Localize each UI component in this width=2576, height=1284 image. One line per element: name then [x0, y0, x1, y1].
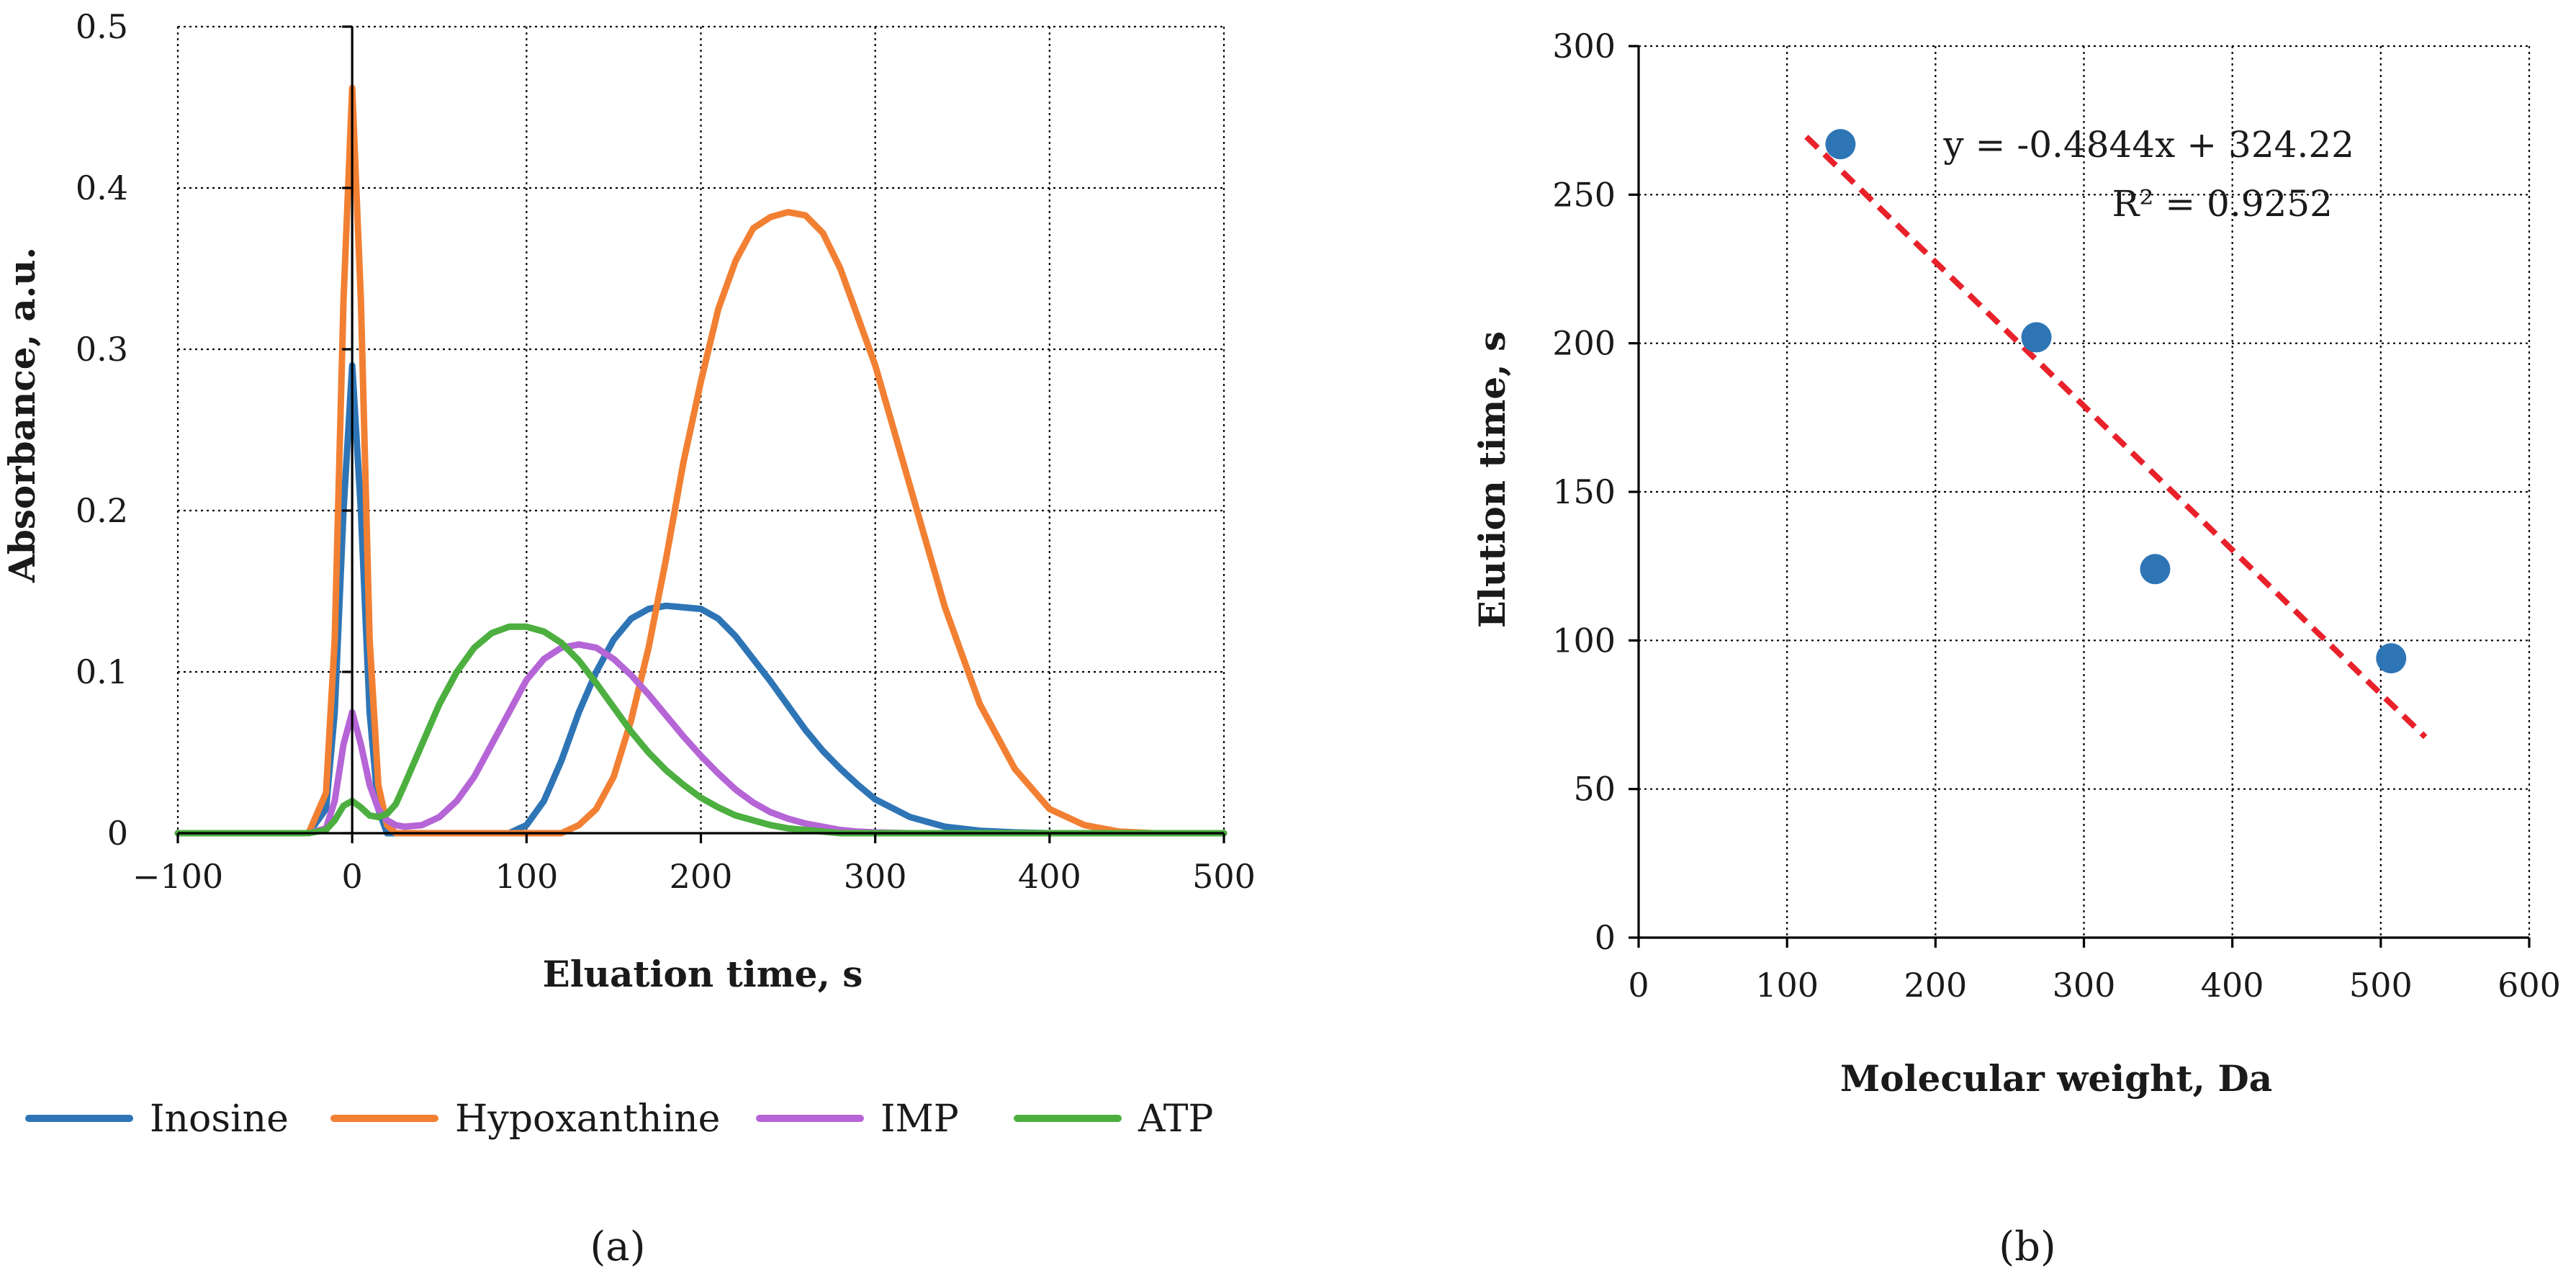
chart-b-trendline-equation: y = -0.4844x + 324.22	[1942, 124, 2354, 166]
chart-a-legend-label-hypoxanthine: Hypoxanthine	[455, 1097, 720, 1141]
chart-b-trendline	[1804, 135, 2428, 740]
chart-a-x-tick-label: −100	[132, 857, 223, 896]
chart-b-x-tick-label: 300	[2053, 966, 2116, 1005]
chart-a-y-tick-label: 0.1	[76, 652, 128, 691]
chart-b-x-tick-label: 0	[1628, 966, 1649, 1005]
chart-b-x-tick-label: 100	[1755, 966, 1819, 1005]
chart-b-x-axis-title: Molecular weight, Da	[1840, 1057, 2272, 1100]
chart-a-y-tick-labels: 0 0.1 0.2 0.3 0.4 0.5	[76, 7, 128, 853]
chart-a-y-axis-title: Absorbance, a.u.	[1, 247, 43, 583]
chart-a: −100 0 100 200 300 400 500 00.10.20.30.40.5 El…	[1, 7, 1256, 1270]
chart-b-x-tick-label: 500	[2349, 966, 2413, 1005]
chart-b-y-tick-label: 150	[1552, 472, 1616, 511]
chart-b-y-tick-label: 50	[1573, 770, 1616, 809]
chart-b-y-axis-title: Elution time, s	[1471, 331, 1513, 628]
chart-a-legend-label-inosine: Inosine	[150, 1097, 289, 1141]
chart-b-y-tick-labels: 0 50 100 150 200 250 300	[1552, 27, 1616, 957]
chart-b-trendline-group	[1804, 135, 2428, 740]
chart-a-x-tick-label: 300	[844, 857, 907, 896]
chart-a-x-axis-title: Eluation time, s	[543, 953, 863, 995]
chart-b-y-tick-label: 200	[1552, 324, 1616, 363]
chart-b-gridlines	[1637, 45, 2531, 939]
chart-b-point-0	[1825, 129, 1856, 160]
chart-a-x-tick-labels: −100 0 100 200 300 400 500	[132, 857, 1256, 896]
chart-a-series-hypoxanthine	[174, 84, 1228, 837]
chart-a-legend-label-imp: IMP	[881, 1097, 959, 1141]
chart-b-point-3	[2376, 643, 2407, 674]
chart-b-point-1	[2021, 322, 2052, 353]
chart-b-x-tick-label: 200	[1904, 966, 1967, 1005]
chart-a-x-tick-label: 200	[670, 857, 733, 896]
chart-b-y-tick-label: 250	[1552, 175, 1616, 214]
chart-a-y-tick-label: 0.5	[76, 7, 128, 46]
chart-a-legend-label-atp: ATP	[1138, 1097, 1213, 1141]
chart-b-x-tick-label: 400	[2201, 966, 2264, 1005]
chart-a-y-tick-label: 0.3	[76, 330, 128, 369]
chart-b-point-2	[2140, 554, 2171, 585]
chart-a-x-tick-label: 400	[1018, 857, 1081, 896]
chart-b-points	[1825, 129, 2407, 674]
chart-b-y-tick-label: 0	[1595, 918, 1616, 957]
chart-a-legend: Inosine Hypoxanthine IMP ATP	[25, 1097, 1213, 1141]
chart-a-y-tick-label: 0	[107, 814, 128, 853]
chart-a-panel-label: (a)	[590, 1224, 645, 1270]
chart-a-y-tick-label: 0.2	[76, 491, 128, 530]
chart-b: 0 100 200 300 400 500 600 0 50 100 150 200 250 300 y…	[1471, 27, 2561, 1270]
chart-a-x-tick-label: 100	[495, 857, 558, 896]
chart-b-axes	[1629, 45, 2531, 948]
chart-a-x-tick-label: 0	[342, 857, 363, 896]
chart-b-x-tick-label: 600	[2498, 966, 2561, 1005]
chart-a-x-tick-label: 500	[1192, 857, 1256, 896]
chart-b-y-tick-label: 300	[1552, 27, 1616, 66]
chart-b-panel-label: (b)	[1999, 1224, 2056, 1270]
chart-b-y-tick-label: 100	[1552, 621, 1616, 660]
chart-b-trendline-r-squared: R² = 0.9252	[2112, 183, 2333, 225]
chart-b-x-tick-labels: 0 100 200 300 400 500 600	[1628, 966, 2561, 1005]
chart-a-y-tick-label: 0.4	[76, 169, 128, 207]
chart-a-axes	[176, 25, 1225, 843]
